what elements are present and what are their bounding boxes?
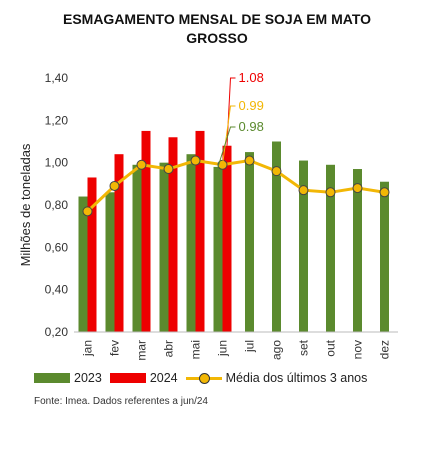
average-point-set [298,185,309,196]
y-axis-label: Milhões de toneladas [18,143,33,266]
source-note: Fonte: Imea. Dados referentes a jun/24 [34,396,208,407]
bar-2023-jun [213,166,223,332]
average-point-abr [163,164,174,175]
bar-2023-mar [132,164,142,332]
bar-2024-fev [114,154,124,332]
x-tick-label: set [297,339,311,356]
chart-plot: 0,20 0,40 0,60 0,80 1,00 1,20 1,40 Milhões de t… [18,70,398,361]
bar-2023-jul [245,152,254,332]
x-tick-label: jan [81,340,95,357]
y-tick-label: 0,60 [45,240,69,254]
x-tick-label: mai [189,340,203,359]
bar-2024-jun [222,145,232,332]
x-tick-label: ago [270,340,284,360]
bar-2023-jan [78,196,88,332]
bar-2023-nov [353,169,362,332]
average-point-out [325,187,336,198]
x-tick-label: jul [243,340,257,353]
bar-2023-set [299,160,308,332]
y-tick-label: 1,00 [45,156,69,170]
x-tick-label: nov [351,340,365,359]
x-tick-label: fev [108,340,122,356]
bar-2023-mai [186,154,196,332]
bar-2023-fev [105,192,115,332]
average-point-mar [136,159,147,170]
average-point-dez [379,187,390,198]
bar-2024-mai [195,130,205,332]
average-line [86,159,385,213]
average-point-jan [82,206,93,217]
bar-2024-abr [168,137,178,332]
annotation-leader [217,126,236,168]
y-tick-label: 1,20 [45,113,69,127]
legend-item-average: Média dos últimos 3 anos [185,371,368,385]
bar-2024-jan [87,177,97,332]
y-tick-label: 0,20 [45,325,69,339]
legend-swatch-2023 [34,373,70,383]
y-tick-label: 0,80 [45,198,69,212]
legend-label-2023: 2023 [74,371,102,385]
bar-2023-ago [272,141,281,332]
legend-label-average: Média dos últimos 3 anos [225,371,368,385]
annotation-label: 1.08 [239,70,264,85]
chart-title: ESMAGAMENTO MENSAL DE SOJA EM MATO GROSS… [62,11,372,46]
average-point-fev [109,180,120,191]
bar-2023-abr [159,162,169,332]
x-tick-label: dez [378,340,392,359]
legend-swatch-average [185,372,222,384]
x-tick-label: out [324,339,338,356]
legend-swatch-2024 [109,373,146,383]
bar-2023-dez [380,181,389,332]
average-point-ago [271,166,282,177]
legend-label-2024: 2024 [149,371,178,385]
bar-2023-out [326,164,335,332]
average-point-nov [352,183,363,194]
annotation-label: 0.98 [239,119,264,134]
x-tick-label: mar [135,340,149,361]
annotation-label: 0.99 [239,98,264,113]
x-tick-label: jun [216,340,230,357]
y-tick-label: 0,40 [45,283,69,297]
y-tick-label: 1,40 [45,71,69,85]
legend-item-2023: 2023 [34,371,102,385]
bar-2024-mar [141,130,151,332]
average-point-mai [190,155,201,166]
average-point-jul [244,155,255,166]
legend-item-2024: 2024 [109,371,178,385]
x-tick-label: abr [162,340,176,357]
legend: 2023 2024 Média dos últimos 3 anos [34,371,375,385]
